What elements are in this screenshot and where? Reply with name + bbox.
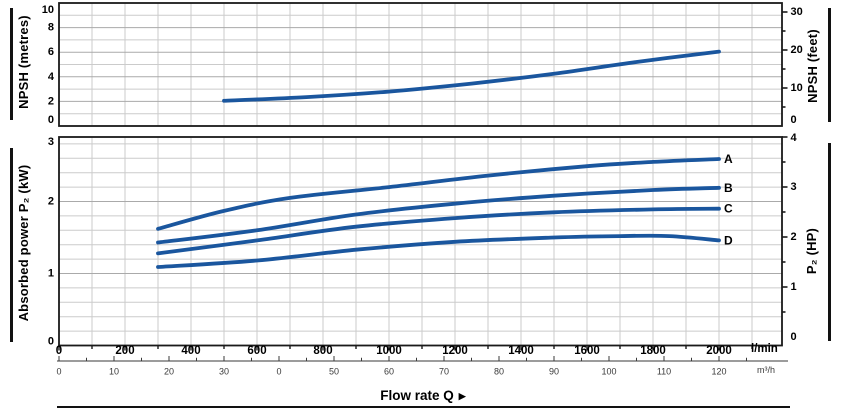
npsh-left-tick-label: 10 [42, 4, 54, 16]
lmin-tick-label: 0 [56, 345, 62, 357]
power-right-tick-label: 0 [791, 331, 797, 343]
lmin-tick-label: 1600 [574, 345, 600, 357]
m3h-tick-label: 50 [329, 367, 339, 377]
flow-rate-axis-title: Flow rate Q ▶ [273, 388, 573, 403]
power-left-tick-label: 3 [48, 136, 54, 148]
npsh-left-tick-label: 6 [48, 46, 54, 58]
power-curve-B [156, 185, 721, 245]
right-arrow-icon: ▶ [458, 391, 466, 401]
m3h-tick-label: 70 [439, 367, 449, 377]
lmin-tick-label: 600 [247, 345, 266, 357]
power-right-axis-ticks: 0 1 2 3 4 [782, 132, 798, 343]
flow-axis-underline [57, 406, 790, 409]
npsh-plot-border [58, 2, 783, 127]
power-right-tick-label: 2 [791, 231, 797, 243]
power-left-tick-label: 1 [48, 268, 54, 280]
flow-rate-title-text: Flow rate Q [380, 388, 454, 403]
curve-label-A: A [724, 152, 733, 166]
curve-label-D: D [724, 233, 733, 247]
power-right-tick-label: 4 [791, 132, 798, 144]
npsh-left-tick-label: 0 [48, 114, 54, 126]
m3h-tick-label: 30 [219, 367, 229, 377]
m3h-unit-label: m³/h [757, 364, 775, 375]
power-curve-D [156, 233, 721, 269]
m3h-tick-label: 0 [56, 367, 61, 377]
power-left-tick-label: 0 [48, 336, 54, 348]
left-bottom-accent-bar [10, 148, 13, 342]
npsh-left-tick-label: 8 [48, 22, 54, 34]
npsh-left-axis-labels: 0 2 4 6 8 10 [42, 4, 55, 126]
m3h-tick-label: 110 [657, 367, 671, 377]
npsh-gridlines [59, 3, 782, 126]
npsh-right-tick-label: 30 [791, 6, 803, 18]
flow-axis-lmin: 0 200 400 600 800 1000 1200 1400 1600 1800 2000 [56, 345, 753, 357]
npsh-right-tick-label: 0 [791, 114, 797, 126]
npsh-right-tick-label: 20 [791, 44, 803, 56]
power-right-tick-label: 1 [791, 281, 797, 293]
flow-axis-m3h: 0 10 20 30 0 50 60 70 80 90 100 110 120 [56, 356, 788, 377]
power-curve-C [156, 206, 721, 256]
panel-power: 0 1 2 3 4 0 1 2 3 A BC D [48, 132, 798, 348]
m3h-tick-label: 120 [711, 367, 726, 377]
power-left-axis-labels: 0 1 2 3 [48, 136, 54, 348]
p2-hp-axis-title: P₂ (HP) [803, 227, 819, 275]
power-right-tick-label: 3 [791, 181, 797, 193]
right-bottom-accent-bar [828, 143, 831, 341]
npsh-left-tick-label: 2 [48, 95, 54, 107]
power-plot-border [58, 136, 783, 347]
absorbed-power-kw-axis-title: Absorbed power P₂ (kW) [15, 164, 31, 322]
lmin-tick-label: 1000 [376, 345, 402, 357]
lmin-tick-label: 1200 [442, 345, 468, 357]
m3h-tick-label: 0 [276, 367, 281, 377]
panel-npsh: 0 10 20 30 0 2 4 6 8 10 [42, 2, 803, 127]
m3h-tick-label: 100 [601, 367, 616, 377]
lmin-unit-label: l/min [751, 343, 778, 355]
m3h-tick-label: 20 [164, 367, 174, 377]
npsh-right-tick-label: 10 [791, 82, 803, 94]
curve-label-C: C [724, 202, 733, 216]
lmin-tick-label: 2000 [706, 345, 732, 357]
power-curve-A [156, 157, 721, 231]
lmin-tick-label: 400 [181, 345, 200, 357]
m3h-tick-label: 90 [549, 367, 559, 377]
npsh-curve-NPSH [222, 49, 721, 103]
npsh-left-tick-label: 4 [48, 71, 55, 83]
lmin-tick-label: 1800 [640, 345, 666, 357]
left-top-accent-bar [10, 8, 13, 120]
lmin-tick-label: 800 [313, 345, 332, 357]
npsh-right-axis-ticks: 0 10 20 30 [782, 6, 803, 126]
m3h-tick-label: 80 [494, 367, 504, 377]
right-top-accent-bar [828, 8, 831, 122]
m3h-tick-label: 60 [384, 367, 394, 377]
lmin-tick-label: 200 [115, 345, 134, 357]
lmin-tick-label: 1400 [508, 345, 534, 357]
power-left-tick-label: 2 [48, 196, 54, 208]
curve-label-B: B [724, 181, 733, 195]
m3h-tick-label: 10 [109, 367, 119, 377]
